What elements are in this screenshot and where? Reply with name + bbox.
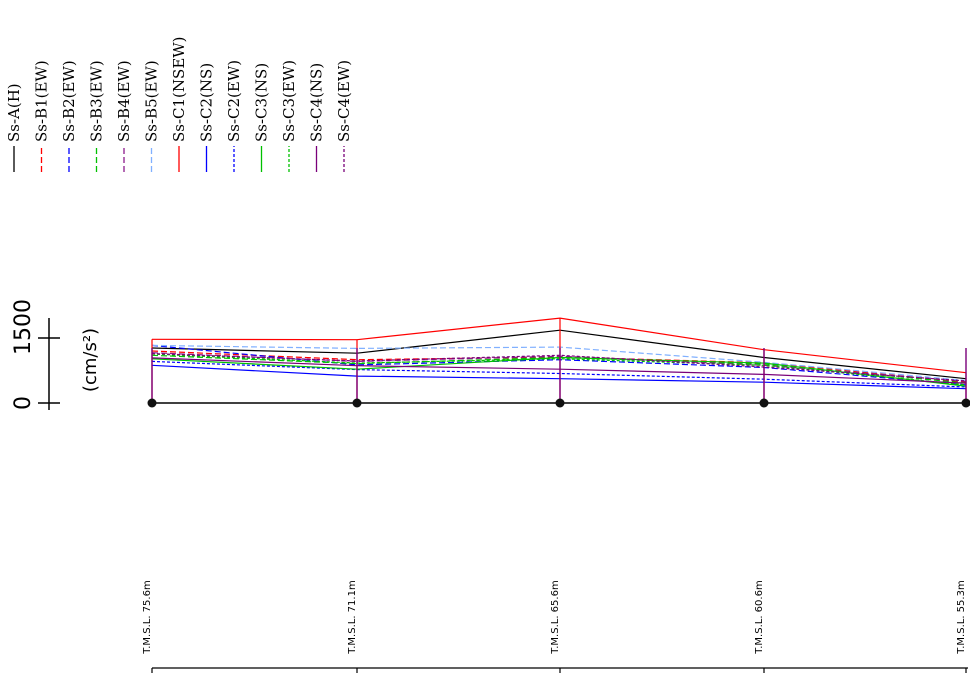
legend: Ss-A(H) Ss-B1(EW) Ss-B2(EW) Ss-B3(EW) Ss-B4(… — [5, 36, 353, 172]
series-line — [151, 357, 967, 384]
elevation-label: T.M.S.L. 75.6m — [142, 580, 153, 654]
value-scale: 1500 0 (cm/s²) — [11, 299, 101, 410]
node-marker — [961, 398, 970, 408]
legend-label: Ss-C2(EW) — [225, 60, 243, 142]
scale-label-0: 0 — [11, 396, 36, 410]
legend-label: Ss-C4(NS) — [308, 63, 326, 142]
series-line — [151, 360, 967, 388]
legend-label: Ss-B3(EW) — [88, 60, 106, 142]
node-marker — [555, 398, 565, 408]
legend-label: Ss-C3(EW) — [280, 60, 298, 142]
legend-label: Ss-C2(NS) — [198, 63, 216, 142]
plot-area — [147, 317, 970, 408]
units-label: (cm/s²) — [80, 328, 101, 392]
legend-label: Ss-C1(NSEW) — [170, 36, 188, 142]
legend-label: Ss-A(H) — [5, 83, 23, 142]
node-marker — [352, 398, 362, 408]
elevation-label: T.M.S.L. 65.6m — [550, 580, 561, 654]
legend-label: Ss-B1(EW) — [33, 60, 51, 142]
series-line — [151, 353, 967, 386]
legend-label: Ss-C3(NS) — [253, 63, 271, 142]
elevation-labels: T.M.S.L. 75.6m T.M.S.L. 71.1m T.M.S.L. 65.… — [142, 580, 968, 673]
elevation-label: T.M.S.L. 71.1m — [347, 580, 358, 654]
elevation-label: T.M.S.L. 60.6m — [754, 580, 765, 654]
legend-label: Ss-B5(EW) — [143, 60, 161, 142]
legend-label: Ss-B2(EW) — [60, 60, 78, 142]
legend-label: Ss-C4(EW) — [335, 60, 353, 142]
node-marker — [759, 398, 769, 408]
legend-label: Ss-B4(EW) — [115, 60, 133, 142]
series-line — [151, 353, 967, 382]
node-marker — [147, 398, 157, 408]
elevation-label: T.M.S.L. 55.3m — [956, 580, 967, 654]
scale-label-1500: 1500 — [11, 299, 36, 355]
